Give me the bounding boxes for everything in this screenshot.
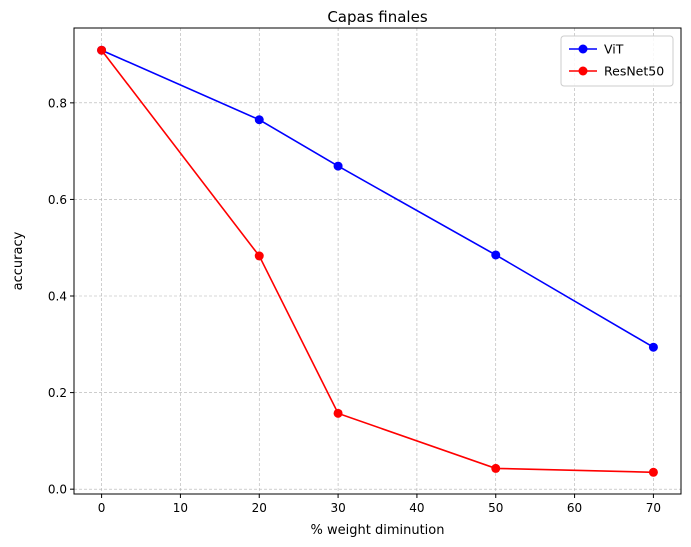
series-line	[101, 49, 654, 348]
data-point	[254, 251, 264, 261]
legend-marker	[578, 66, 588, 76]
y-tick-label: 0.6	[48, 193, 67, 207]
legend-entry: ViT	[569, 42, 624, 57]
legend: ViT ResNet50	[560, 35, 674, 87]
data-point	[254, 115, 264, 125]
x-tick-label: 0	[98, 501, 106, 515]
data-point	[648, 467, 658, 477]
series-line	[100, 49, 654, 474]
grid	[74, 28, 681, 494]
legend-entry: ResNet50	[569, 64, 664, 79]
data-point	[333, 408, 343, 418]
axis-ticks: 0 10 20 30 40 50 60 70 0.0 0.2 0.4 0.6 0.8	[48, 96, 661, 515]
x-tick-label: 40	[409, 501, 424, 515]
series-resnet50	[97, 45, 658, 477]
x-axis-label: % weight diminution	[311, 523, 445, 538]
y-tick-label: 0.8	[48, 96, 67, 110]
data-point	[648, 342, 658, 352]
data-point	[491, 250, 501, 260]
x-tick-label: 70	[646, 501, 661, 515]
x-tick-label: 30	[330, 501, 345, 515]
legend-label: ResNet50	[604, 64, 664, 79]
y-tick-label: 0.0	[48, 483, 67, 497]
x-tick-label: 10	[173, 501, 188, 515]
y-axis-label: accuracy	[11, 231, 26, 290]
legend-marker	[578, 44, 588, 54]
data-point	[491, 463, 501, 473]
legend-label: ViT	[604, 42, 624, 57]
x-tick-label: 60	[567, 501, 582, 515]
data-point	[333, 161, 343, 171]
plot-frame	[73, 27, 682, 495]
data-point	[97, 45, 107, 55]
chart-title: Capas finales	[327, 8, 428, 26]
series-vit	[97, 45, 658, 352]
x-tick-label: 50	[488, 501, 503, 515]
series-layer	[97, 45, 658, 477]
y-tick-label: 0.2	[48, 386, 67, 400]
y-tick-label: 0.4	[48, 290, 67, 304]
x-tick-label: 20	[252, 501, 267, 515]
